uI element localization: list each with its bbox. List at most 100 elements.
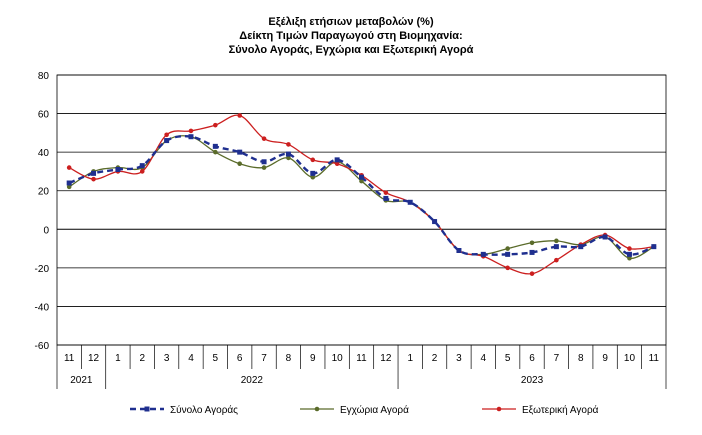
data-point	[334, 157, 340, 163]
x-tick-label: 3	[456, 353, 462, 364]
year-label: 2023	[521, 375, 544, 386]
legend-label: Σύνολο Αγοράς	[170, 404, 238, 416]
data-point	[310, 157, 316, 163]
x-tick-label: 11	[649, 353, 660, 364]
y-tick-label: 60	[38, 110, 50, 121]
chart-title-line-1: Εξέλιξη ετήσιων μεταβολών (%)	[268, 16, 434, 28]
data-point	[383, 190, 389, 195]
x-tick-label: 6	[237, 353, 243, 364]
y-tick-label: 40	[38, 148, 50, 159]
data-point	[164, 132, 169, 138]
x-tick-label: 5	[213, 353, 219, 364]
x-tick-label: 7	[554, 353, 560, 364]
legend-marker	[144, 406, 150, 412]
chart-title: Εξέλιξη ετήσιων μεταβολών (%) Δείκτη Τιμ…	[229, 16, 474, 56]
x-tick-label: 8	[286, 353, 292, 364]
data-point	[505, 251, 511, 257]
data-point	[91, 176, 96, 182]
x-tick-label: 10	[624, 353, 636, 364]
data-point	[334, 161, 340, 167]
data-point	[456, 248, 462, 253]
data-point	[286, 142, 291, 147]
data-point	[237, 161, 242, 167]
legend: Σύνολο Αγοράς Εγχώρια Αγορά Εξωτερική Αγορ…	[130, 404, 599, 416]
data-point	[407, 199, 413, 205]
data-point	[383, 195, 389, 201]
data-point	[237, 113, 242, 118]
y-tick-label: 20	[38, 187, 50, 198]
x-tick-label: 6	[529, 353, 535, 364]
data-point	[213, 122, 218, 128]
x-tick-label: 4	[188, 353, 194, 364]
data-point	[602, 234, 608, 240]
data-point	[188, 128, 194, 134]
legend-marker	[314, 406, 320, 412]
x-tick-label: 9	[602, 353, 608, 364]
data-point	[261, 136, 267, 141]
x-tick-label: 12	[380, 353, 392, 364]
data-point	[553, 244, 559, 250]
data-point	[285, 151, 291, 157]
data-point	[529, 249, 535, 255]
x-tick-label: 10	[332, 353, 344, 364]
data-point	[66, 165, 72, 170]
data-point	[578, 244, 584, 250]
series-line	[68, 135, 655, 256]
data-point	[626, 251, 632, 257]
x-tick-label: 1	[115, 353, 121, 364]
data-point	[529, 271, 535, 276]
y-tick-label: -20	[35, 264, 50, 275]
legend-label: Εξωτερική Αγορά	[522, 404, 599, 416]
x-tick-label: 2	[139, 353, 145, 364]
x-tick-label: 4	[481, 353, 487, 364]
data-point	[359, 178, 364, 184]
data-point	[480, 251, 486, 257]
data-point	[66, 180, 72, 186]
x-tick-label: 7	[261, 353, 267, 364]
data-point	[261, 165, 267, 170]
x-tick-label: 5	[505, 353, 511, 364]
year-label: 2022	[241, 375, 264, 386]
data-point	[66, 184, 72, 190]
x-tick-label: 1	[407, 353, 413, 364]
x-tick-label: 9	[310, 353, 316, 364]
chart-title-line-2: Δείκτη Τιμών Παραγωγού στη Βιομηχανία:	[239, 30, 462, 42]
y-tick-label: 80	[38, 71, 50, 82]
y-tick-label: -60	[35, 341, 50, 352]
data-point	[286, 155, 291, 161]
legend-marker	[496, 406, 502, 412]
x-tick-label: 2	[432, 353, 438, 364]
data-point	[505, 265, 510, 271]
plot-frame	[56, 74, 667, 346]
data-point	[139, 163, 145, 169]
year-label: 2021	[70, 375, 93, 386]
data-point	[505, 246, 510, 251]
data-point	[554, 257, 559, 263]
data-point	[139, 169, 145, 174]
series-line	[68, 114, 654, 275]
data-point	[237, 149, 243, 155]
y-tick-label: -40	[35, 302, 50, 313]
x-tick-label: 11	[356, 353, 367, 364]
data-point	[651, 244, 657, 250]
legend-label: Εγχώρια Αγορά	[340, 404, 409, 416]
data-point	[91, 170, 97, 176]
x-tick-label: 12	[88, 353, 100, 364]
chart-title-line-3: Σύνολο Αγοράς, Εγχώρια και Εξωτερική Αγο…	[229, 44, 474, 56]
data-point	[213, 149, 218, 155]
data-point	[529, 240, 535, 246]
data-point	[627, 255, 632, 261]
data-point	[115, 167, 121, 172]
data-point	[310, 174, 316, 180]
data-point	[310, 170, 316, 176]
data-point	[261, 159, 267, 165]
y-tick-label: 0	[43, 225, 49, 236]
x-tick-label: 3	[164, 353, 170, 364]
data-point	[359, 174, 364, 180]
data-point	[188, 134, 194, 140]
series-line	[68, 135, 655, 259]
x-tick-label: 11	[64, 353, 75, 364]
